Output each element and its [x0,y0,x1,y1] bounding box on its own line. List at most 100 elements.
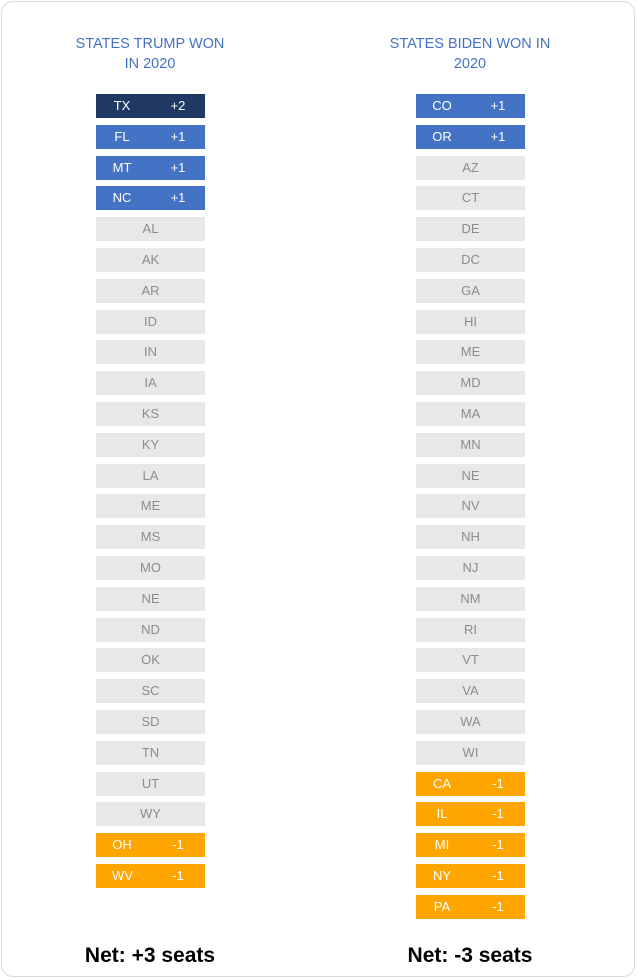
state-label: NY [432,868,452,883]
state-cell: NV [416,494,525,519]
seat-change: -1 [492,868,504,883]
state-label: OK [141,652,160,668]
state-cell: AK [96,248,205,272]
state-cell: WI [416,740,525,765]
state-cell: IL -1 [416,802,525,827]
state-cell: MD [416,371,525,396]
state-cell: WA [416,710,525,734]
state-label: OH [112,837,132,853]
seat-change: -1 [492,837,504,853]
state-label: VT [462,652,479,668]
state-cell: NE [96,586,205,611]
net-change: Net: -3 seats [407,944,533,967]
state-label: KS [141,406,160,421]
state-label: DC [461,252,480,267]
state-label: IN [144,344,157,360]
state-label: RI [464,621,477,637]
state-cell: SD [96,710,205,734]
state-cell: CA -1 [416,771,525,796]
state-cell: DC [416,248,525,272]
state-cell: NJ [416,556,525,580]
state-cell: WV -1 [96,864,205,888]
state-cell: MO [96,556,205,580]
state-cell: HI [416,309,525,334]
net-change: Net: +3 seats [84,944,216,967]
state-label: AZ [462,159,479,175]
state-cell: NH [416,525,525,550]
state-label: IA [144,375,157,391]
state-label: IL [436,806,448,822]
state-cell: DE [416,217,525,242]
state-cell: VT [416,648,525,673]
state-cell: CT [416,186,525,211]
state-label: NH [461,529,480,545]
state-label: AR [141,282,160,298]
state-cell: IN [96,340,205,365]
state-cell: UT [96,771,205,796]
state-label: FL [114,128,130,144]
state-label: CT [461,190,480,206]
state-label: MO [140,560,161,575]
state-cell: NE [416,463,525,488]
seat-change: -1 [492,775,504,791]
state-label: HI [464,313,477,329]
state-cell: OH -1 [96,833,205,858]
column-title: STATES TRUMP WON IN 2020 [30,34,270,74]
state-label: WY [140,806,161,822]
state-cell: NY -1 [416,864,525,888]
state-cell: FL +1 [96,124,205,149]
state-label: AK [141,252,160,267]
state-cell: MS [96,525,205,550]
state-label: TN [141,744,160,760]
state-label: MN [460,436,481,452]
state-label: ID [144,313,157,329]
state-label: NE [461,467,480,483]
state-label: ND [141,621,160,637]
state-label: UT [141,775,160,791]
state-cell: CO +1 [416,94,525,118]
state-label: NE [141,590,160,606]
state-label: CO [432,98,452,113]
state-label: NM [460,590,481,606]
state-label: MD [460,375,481,391]
state-cell: LA [96,463,205,488]
state-cell: AR [96,278,205,303]
state-label: NC [112,190,132,206]
state-label: GA [461,282,480,298]
state-cell: KY [96,432,205,457]
seat-change: -1 [172,837,184,853]
state-label: DE [461,221,480,237]
seat-change: +2 [170,98,186,113]
state-cell: IA [96,371,205,396]
state-cell: TX +2 [96,94,205,118]
state-cell: VA [416,679,525,704]
state-cell: OK [96,648,205,673]
state-cell: SC [96,679,205,704]
state-cell: NM [416,586,525,611]
column-title: STATES BIDEN WON IN 2020 [350,34,590,74]
state-label: SC [141,683,160,699]
state-label: MI [434,837,450,853]
state-label: MA [460,406,481,421]
state-label: MS [140,529,161,545]
state-cell: RI [416,617,525,642]
state-cell: AL [96,217,205,242]
state-cell: NC +1 [96,186,205,211]
state-label: NJ [462,560,479,575]
state-cell: MN [416,432,525,457]
title-line: STATES TRUMP WON [75,36,225,52]
state-cell: TN [96,740,205,765]
state-cell: MT +1 [96,155,205,180]
state-cell: MI -1 [416,833,525,858]
state-label: OR [432,128,452,144]
title-line: IN 2020 [124,56,176,72]
state-label: PA [433,898,451,914]
state-cell: OR +1 [416,124,525,149]
state-cell: KS [96,402,205,426]
title-line: STATES BIDEN WON IN [389,36,551,52]
state-label: ME [140,498,161,514]
state-cell: ME [96,494,205,519]
seat-change: -1 [492,806,504,822]
